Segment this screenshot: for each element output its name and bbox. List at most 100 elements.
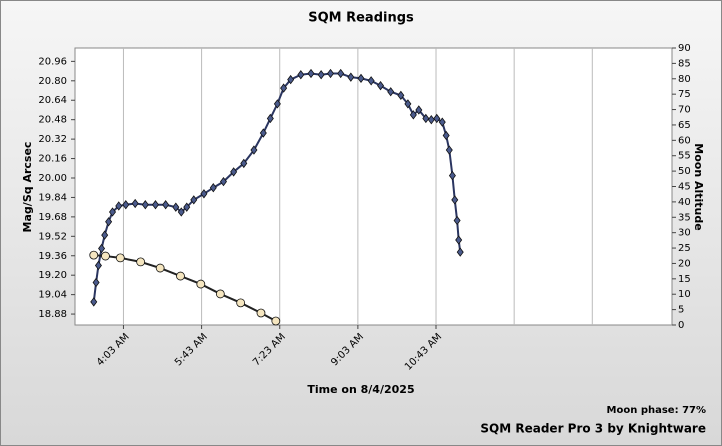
point [151, 200, 159, 210]
y2-tick-label: 10 [678, 289, 691, 300]
point [109, 207, 117, 217]
point [427, 115, 435, 125]
point [122, 200, 130, 210]
point [177, 207, 185, 217]
y2-tick-label: 70 [678, 105, 691, 116]
y2-axis-label: Moon Altitude [692, 143, 705, 230]
point [433, 113, 441, 124]
point [209, 183, 217, 193]
y-tick-label: 19.36 [38, 251, 67, 262]
y-tick-label: 20.16 [38, 154, 67, 165]
y2-tick-label: 15 [678, 274, 691, 285]
point [105, 217, 113, 227]
point [438, 117, 446, 127]
point [271, 316, 281, 326]
point [183, 202, 191, 212]
point [219, 176, 227, 187]
point [172, 202, 180, 212]
point [89, 250, 99, 260]
point [347, 72, 355, 82]
point [357, 73, 365, 84]
point [101, 230, 109, 240]
point [415, 105, 423, 115]
point [280, 83, 288, 93]
y2-tick-label: 55 [678, 151, 691, 162]
point [98, 243, 106, 254]
point [367, 76, 375, 86]
point [455, 235, 463, 245]
point [456, 247, 464, 257]
y2-tick-label: 45 [678, 182, 691, 193]
point [327, 68, 335, 79]
y-tick-label: 20.64 [38, 95, 67, 106]
y-tick-label: 19.52 [38, 231, 67, 242]
y2-tick-label: 60 [678, 135, 691, 146]
point [259, 128, 267, 138]
point [190, 195, 198, 205]
point [404, 99, 412, 109]
point [409, 110, 417, 120]
point [453, 215, 461, 226]
point [250, 145, 258, 155]
point [307, 68, 315, 79]
chart-title: SQM Readings [308, 11, 414, 26]
point [94, 260, 102, 271]
y2-tick-label: 50 [678, 166, 691, 177]
y-axis-label: Mag/Sq Arcsec [21, 142, 34, 233]
y2-tick-label: 25 [678, 243, 691, 254]
y2-tick-label: 0 [678, 320, 684, 331]
y2-tick-label: 40 [678, 197, 691, 208]
point [200, 189, 208, 199]
y-tick-label: 18.88 [38, 309, 67, 320]
point [176, 271, 185, 281]
y-tick-label: 19.84 [38, 192, 67, 203]
y-tick-label: 20.48 [38, 115, 67, 126]
y2-tick-label: 65 [678, 120, 691, 131]
point [131, 198, 139, 209]
y-tick-label: 19.04 [38, 290, 67, 301]
point [215, 289, 225, 299]
point [196, 279, 206, 289]
point [377, 80, 385, 91]
point [422, 113, 430, 124]
x-axis-label: Time on 8/4/2025 [307, 383, 414, 396]
point [448, 170, 456, 181]
y2-tick-label: 35 [678, 212, 691, 223]
point [337, 68, 345, 79]
point [155, 263, 165, 273]
y-tick-label: 19.20 [38, 270, 67, 281]
y2-tick-label: 90 [678, 43, 691, 54]
plot-area [74, 47, 673, 326]
point [230, 167, 238, 177]
y2-tick-label: 80 [678, 74, 691, 85]
y2-tick-label: 20 [678, 258, 691, 269]
y-tick-label: 19.68 [38, 212, 67, 223]
point [317, 70, 325, 80]
point [115, 201, 123, 211]
moon-phase: Moon phase: 77% [607, 405, 706, 416]
point [387, 87, 395, 97]
y-tick-label: 20.80 [38, 76, 67, 87]
point [240, 158, 248, 169]
point [141, 200, 149, 210]
point [101, 251, 110, 261]
point [162, 200, 170, 210]
point [451, 195, 459, 205]
y-tick-label: 20.32 [38, 134, 67, 145]
y2-tick-label: 5 [678, 305, 684, 316]
point [442, 130, 450, 141]
footer: SQM Reader Pro 3 by Knightware [480, 422, 706, 436]
point [297, 70, 305, 80]
point [256, 308, 266, 318]
y-tick-label: 20.00 [38, 173, 67, 184]
point [273, 99, 281, 109]
point [397, 90, 405, 101]
point [236, 298, 246, 308]
y-tick-label: 20.96 [38, 56, 67, 67]
point [287, 74, 295, 85]
y2-tick-label: 30 [678, 228, 691, 239]
point [115, 253, 125, 263]
point [136, 257, 146, 267]
point [266, 113, 274, 124]
